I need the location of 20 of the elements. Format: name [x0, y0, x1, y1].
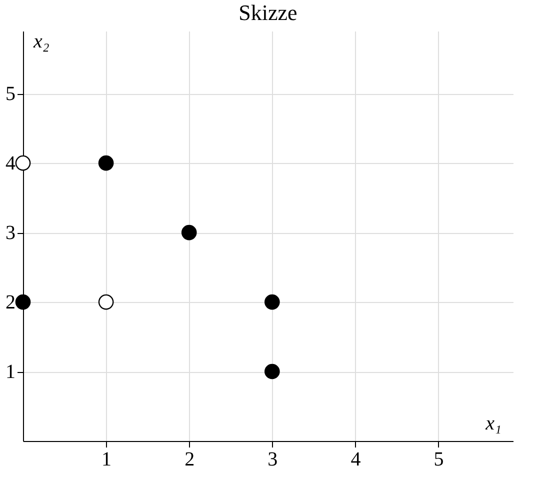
- x-axis-title: x₁: [484, 412, 502, 434]
- point: [181, 224, 197, 240]
- x-tick-label: 5: [434, 448, 444, 470]
- point: [264, 294, 280, 310]
- y-tick-label: 2: [6, 292, 16, 314]
- chart-title: Skizze: [238, 0, 298, 25]
- y-tick-label: 5: [6, 83, 16, 106]
- y-tick-label: 3: [6, 222, 16, 244]
- x-tick-label: 4: [350, 448, 361, 470]
- point: [264, 364, 280, 380]
- point: [98, 155, 114, 171]
- point: [15, 155, 31, 171]
- x-tick-label: 1: [102, 448, 112, 470]
- x-tick-label: 3: [268, 448, 278, 470]
- point: [98, 294, 114, 310]
- y-tick-label: 4: [6, 152, 16, 175]
- y-tick-label: 1: [6, 361, 16, 384]
- point: [15, 294, 31, 310]
- x-tick-label: 2: [184, 448, 195, 470]
- y-axis-title: x₂: [32, 30, 50, 52]
